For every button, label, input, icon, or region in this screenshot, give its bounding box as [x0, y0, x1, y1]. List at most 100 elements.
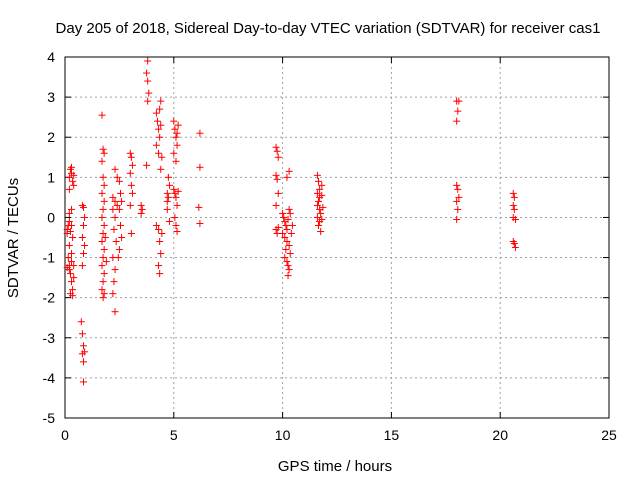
data-point: [109, 290, 117, 298]
data-point: [313, 213, 321, 221]
data-point: [163, 205, 171, 213]
data-point: [274, 189, 282, 197]
data-point: [100, 290, 108, 298]
data-point: [100, 221, 108, 229]
data-point: [111, 266, 119, 274]
data-point: [127, 153, 135, 161]
data-point: [138, 205, 146, 213]
data-point: [79, 221, 87, 229]
data-point: [163, 189, 171, 197]
data-point: [143, 161, 151, 169]
data-point: [510, 193, 518, 201]
data-point: [77, 318, 85, 326]
data-point: [115, 246, 123, 254]
data-point: [453, 117, 461, 125]
data-point: [98, 238, 106, 246]
data-point: [144, 97, 152, 105]
data-point: [171, 213, 179, 221]
data-point: [453, 181, 461, 189]
data-point: [157, 250, 165, 258]
data-point: [173, 201, 181, 209]
data-point: [99, 229, 107, 237]
data-point: [78, 330, 86, 338]
data-point: [509, 201, 517, 209]
data-point: [157, 165, 165, 173]
data-point: [100, 149, 108, 157]
data-point: [455, 193, 463, 201]
data-point: [112, 238, 120, 246]
data-point: [282, 246, 290, 254]
data-point: [79, 203, 87, 211]
data-point: [102, 258, 110, 266]
x-tick-label: 5: [170, 427, 178, 443]
data-point: [111, 308, 119, 316]
data-point: [174, 121, 182, 129]
data-point: [78, 262, 86, 270]
data-point: [455, 97, 463, 105]
data-point: [99, 205, 107, 213]
data-point: [100, 197, 108, 205]
data-point: [65, 209, 73, 217]
chart-title: Day 205 of 2018, Sidereal Day-to-day VTE…: [56, 20, 601, 37]
data-point: [286, 209, 294, 217]
data-point: [283, 238, 291, 246]
data-point: [99, 173, 107, 181]
data-point: [79, 342, 87, 350]
data-point: [454, 205, 462, 213]
y-tick-label: 2: [47, 129, 55, 145]
data-point: [127, 229, 135, 237]
data-point: [286, 250, 294, 258]
y-tick-label: -5: [43, 410, 56, 426]
data-point: [285, 205, 293, 213]
data-point: [171, 125, 179, 133]
data-point: [100, 181, 108, 189]
data-point: [109, 205, 117, 213]
data-point: [111, 213, 119, 221]
data-point: [68, 163, 76, 171]
data-point: [173, 129, 181, 137]
data-point: [99, 278, 107, 286]
data-point: [165, 217, 173, 225]
data-point: [110, 225, 118, 233]
data-point: [172, 157, 180, 165]
data-point: [157, 97, 165, 105]
data-point: [313, 171, 321, 179]
grid-layer: [65, 57, 609, 418]
data-point: [454, 185, 462, 193]
data-point: [115, 205, 123, 213]
data-point: [283, 173, 291, 181]
data-point: [81, 242, 89, 250]
data-point: [126, 169, 134, 177]
data-point: [156, 133, 164, 141]
y-tick-label: 4: [47, 49, 55, 65]
data-point: [98, 111, 106, 119]
data-point: [116, 221, 124, 229]
data-point: [272, 201, 280, 209]
y-tick-label: 3: [47, 89, 55, 105]
data-point: [65, 185, 73, 193]
data-point: [173, 141, 181, 149]
y-tick-label: 0: [47, 209, 55, 225]
data-point: [69, 234, 77, 241]
data-point: [315, 221, 323, 229]
plot-frame: [64, 56, 610, 419]
data-point: [98, 157, 106, 165]
data-point: [68, 258, 76, 266]
data-point: [196, 129, 204, 137]
data-point: [152, 141, 160, 149]
data-point: [118, 197, 126, 205]
data-point: [137, 201, 145, 209]
data-point: [114, 254, 122, 262]
ticks-layer: 0 5 10 15 20 25 -5 -4 -3 -2 -1 0 1 2 3 4: [43, 49, 617, 443]
data-point: [172, 133, 180, 141]
data-point: [283, 225, 291, 233]
data-point: [288, 221, 296, 229]
data-point: [100, 270, 108, 278]
data-point: [510, 205, 518, 213]
data-point: [137, 209, 145, 217]
data-point: [144, 77, 152, 85]
data-point: [98, 189, 106, 197]
data-point: [155, 149, 163, 157]
x-tick-label: 15: [384, 427, 400, 443]
data-point: [99, 294, 107, 302]
